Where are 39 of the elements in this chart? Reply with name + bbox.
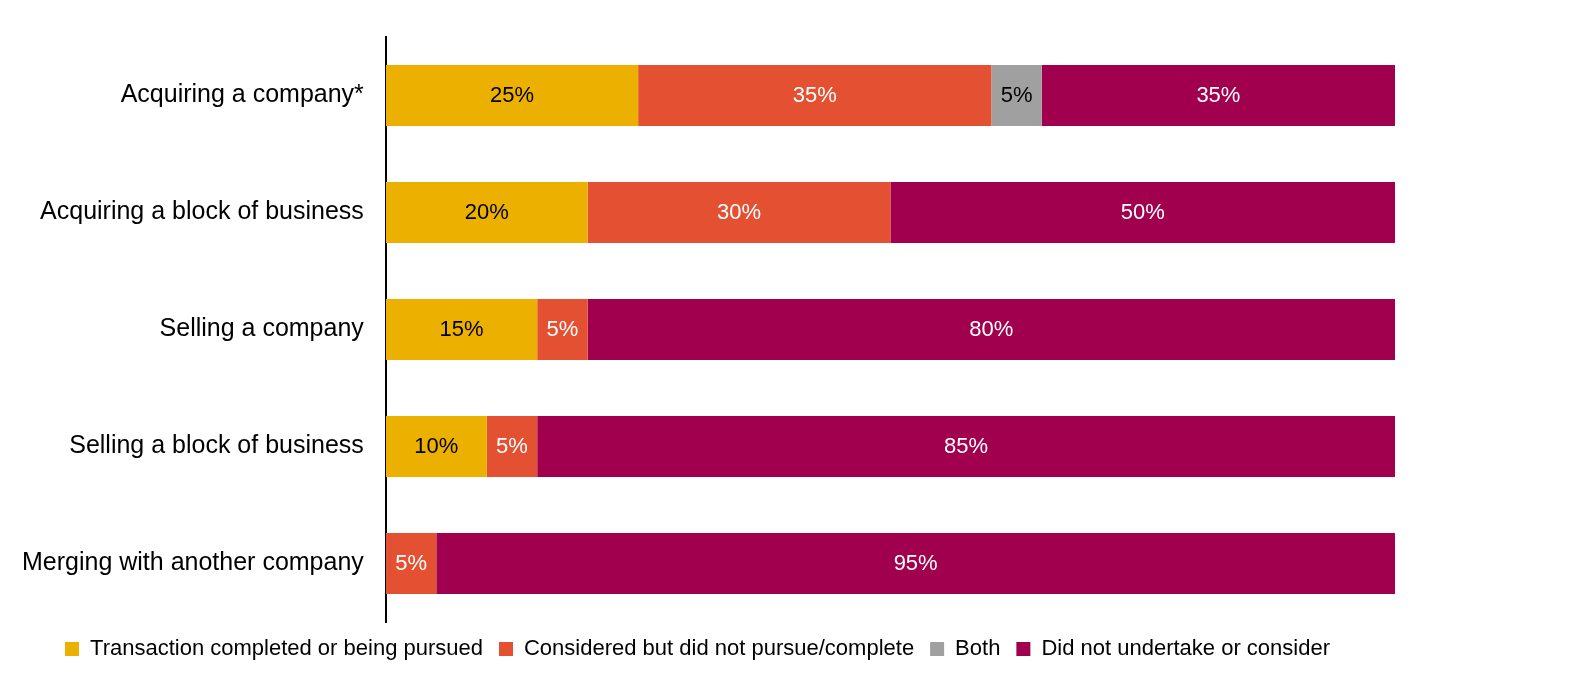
y-tick-label: Acquiring a block of business (40, 196, 364, 225)
bar (385, 65, 639, 126)
data-label: 30% (717, 198, 762, 224)
bar (587, 299, 1395, 360)
y-tick-label: Selling a block of business (69, 430, 364, 459)
legend-label: Did not undertake or consider (1041, 635, 1330, 661)
bar (385, 533, 437, 594)
bar (991, 65, 1042, 126)
legend-label: Transaction completed or being pursued (90, 635, 483, 661)
bar (587, 182, 891, 243)
bar (436, 533, 1395, 594)
data-label: 85% (944, 432, 989, 458)
data-label: 5% (1000, 81, 1033, 107)
data-label: 35% (792, 81, 837, 107)
data-label: 5% (496, 432, 528, 458)
bar (537, 299, 588, 360)
data-label: 5% (395, 549, 427, 575)
bar (890, 182, 1395, 243)
y-tick-label: Merging with another company (21, 547, 365, 576)
bar (486, 416, 538, 477)
legend-label: Considered but did not pursue/complete (523, 635, 915, 661)
data-label: 50% (1120, 198, 1165, 224)
data-label: 35% (1196, 81, 1241, 107)
bar (385, 299, 538, 360)
data-label: 10% (414, 432, 459, 458)
bar (1041, 65, 1395, 126)
bar (385, 182, 588, 243)
bar (537, 416, 1395, 477)
data-label: 80% (969, 315, 1014, 341)
y-tick-label: Selling a company (159, 313, 365, 342)
data-label: 95% (893, 549, 938, 575)
y-tick-label: Acquiring a company* (120, 79, 365, 108)
data-label: 20% (464, 198, 509, 224)
data-label: 25% (489, 81, 535, 107)
bar (385, 416, 487, 477)
data-label: 15% (439, 315, 484, 341)
legend-label: Both (955, 635, 1001, 661)
data-label: 5% (546, 315, 579, 341)
bar (638, 65, 992, 126)
